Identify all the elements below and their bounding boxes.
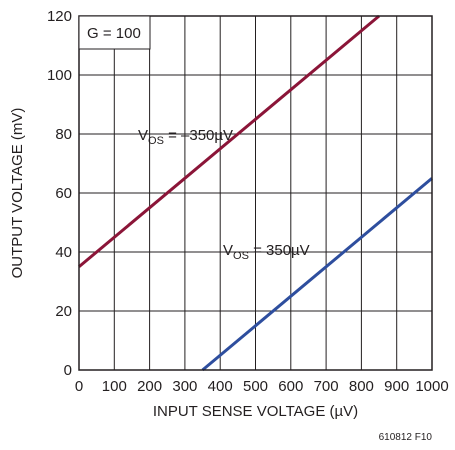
y-tick-label: 40 xyxy=(55,244,72,261)
x-tick-label: 200 xyxy=(137,378,162,395)
ticks-layer: 0 100 200 300 400 500 600 700 800 900 1000 0 20 40 60 8… xyxy=(47,8,449,395)
y-tick-label: 0 xyxy=(64,362,72,379)
y-tick-label: 60 xyxy=(55,185,72,202)
x-tick-label: 900 xyxy=(384,378,409,395)
series-label-vos-pos-sub: OS xyxy=(233,250,249,262)
series-label-vos-neg-main: V xyxy=(138,127,148,144)
series-label-vos-pos: VOS = 350µV xyxy=(223,242,310,262)
y-tick-label: 100 xyxy=(47,67,72,84)
series-label-vos-pos-rest: = 350µV xyxy=(249,242,310,259)
series-label-vos-neg: VOS = –350µV xyxy=(138,127,233,147)
x-tick-label: 1000 xyxy=(415,378,448,395)
grid xyxy=(78,15,433,371)
figure-id: 610812 F10 xyxy=(379,432,433,443)
series-label-vos-neg-sub: OS xyxy=(148,135,164,147)
y-tick-label: 20 xyxy=(55,303,72,320)
x-tick-label: 800 xyxy=(349,378,374,395)
series-label-vos-pos-main: V xyxy=(223,242,233,259)
gain-annotation-box xyxy=(78,15,151,50)
series-line-0 xyxy=(78,14,381,268)
y-tick-label: 120 xyxy=(47,8,72,25)
y-tick-label: 80 xyxy=(55,126,72,143)
x-tick-label: 600 xyxy=(278,378,303,395)
gain-annotation: G = 100 xyxy=(87,25,141,42)
x-tick-label: 100 xyxy=(102,378,127,395)
x-tick-label: 300 xyxy=(172,378,197,395)
x-tick-label: 500 xyxy=(243,378,268,395)
x-axis-label: INPUT SENSE VOLTAGE (µV) xyxy=(153,403,358,420)
series-line-1 xyxy=(201,177,433,372)
x-tick-label: 400 xyxy=(208,378,233,395)
x-tick-label: 700 xyxy=(314,378,339,395)
plot-frame xyxy=(78,15,433,371)
series-label-vos-neg-rest: = –350µV xyxy=(164,127,233,144)
x-tick-label: 0 xyxy=(75,378,83,395)
y-axis-label: OUTPUT VOLTAGE (mV) xyxy=(9,108,26,279)
series-layer xyxy=(78,14,433,372)
